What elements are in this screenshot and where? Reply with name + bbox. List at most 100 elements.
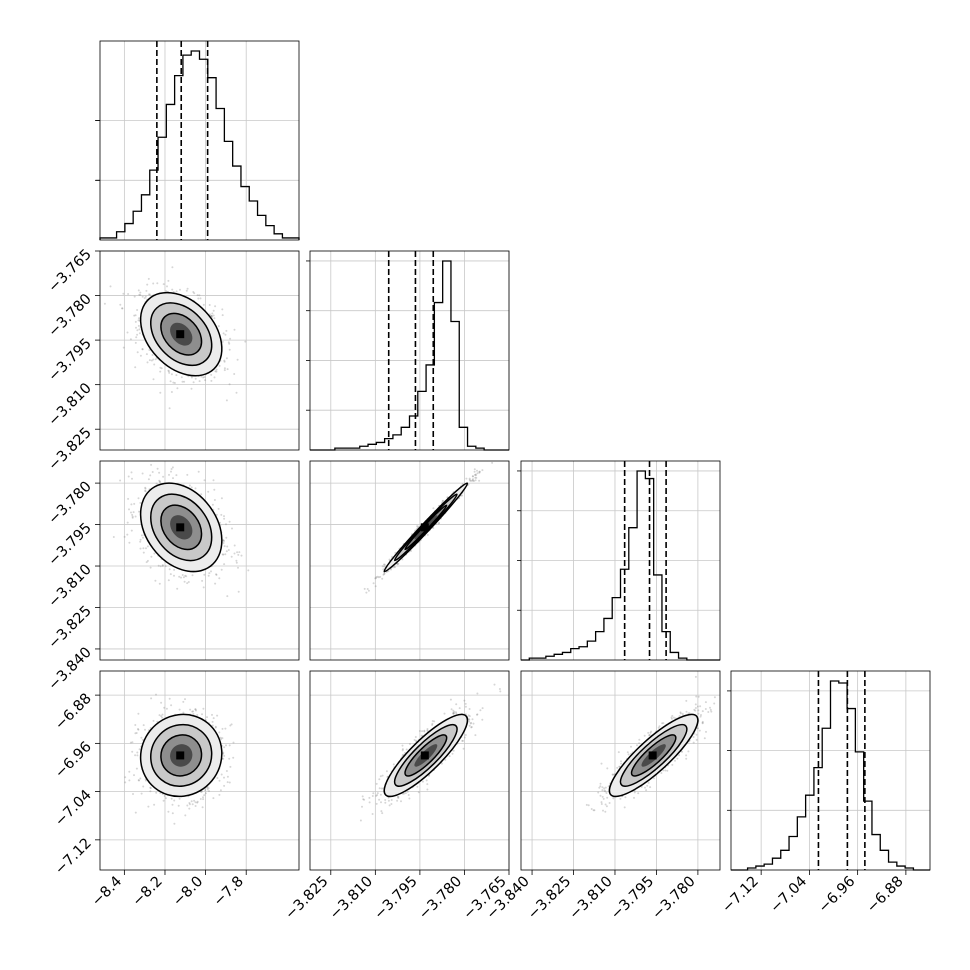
- sample-point: [212, 797, 215, 800]
- sample-point: [168, 407, 171, 410]
- sample-point: [135, 732, 138, 734]
- sample-point: [238, 551, 241, 554]
- scatter-panel-2-0: [99, 460, 300, 661]
- sample-point: [379, 793, 382, 796]
- sample-point: [167, 810, 170, 813]
- sample-point: [381, 565, 384, 568]
- sample-point: [141, 348, 144, 351]
- sample-point: [183, 380, 186, 383]
- sample-point: [223, 540, 225, 542]
- sample-point: [133, 502, 136, 505]
- sample-point: [136, 309, 139, 311]
- sample-point: [437, 522, 440, 525]
- histogram-panel-1: [306, 250, 510, 451]
- sample-point: [134, 366, 137, 369]
- sample-point: [374, 577, 377, 580]
- sample-point: [202, 376, 205, 379]
- density-contour-2: [160, 734, 203, 777]
- sample-point: [431, 722, 434, 725]
- sample-point: [188, 807, 191, 810]
- sample-point: [214, 582, 217, 585]
- sample-point: [194, 708, 197, 711]
- sample-point: [208, 790, 210, 793]
- sample-point: [476, 692, 479, 695]
- sample-point: [462, 747, 465, 750]
- histogram-1-frame: [309, 250, 510, 451]
- sample-point: [202, 303, 205, 306]
- sample-point: [218, 731, 221, 734]
- sample-point: [463, 699, 466, 702]
- sample-point: [170, 373, 173, 376]
- sample-point: [144, 489, 147, 492]
- sample-point: [227, 341, 230, 344]
- sample-point: [145, 289, 148, 292]
- sample-point: [142, 724, 145, 727]
- sample-point: [218, 779, 221, 782]
- sample-point: [440, 762, 443, 765]
- sample-point: [381, 812, 384, 815]
- sample-point: [142, 551, 145, 554]
- sample-point: [182, 576, 185, 579]
- sample-point: [219, 789, 222, 792]
- sample-point: [379, 575, 382, 578]
- sample-point: [180, 576, 182, 579]
- histogram-0-frame: [99, 40, 300, 241]
- sample-point: [149, 787, 152, 790]
- sample-point: [172, 381, 175, 384]
- sample-point: [211, 724, 214, 727]
- density-peak: [176, 523, 185, 532]
- sample-point: [124, 781, 127, 784]
- sample-point: [224, 727, 227, 730]
- density-contour-2: [160, 504, 203, 551]
- sample-point: [153, 803, 156, 806]
- sample-point: [202, 796, 204, 799]
- sample-point: [161, 713, 164, 716]
- sample-point: [206, 786, 209, 789]
- sample-point: [220, 513, 223, 516]
- sample-point: [473, 473, 476, 476]
- sample-point: [149, 474, 152, 477]
- sample-point: [196, 801, 199, 804]
- sample-point: [469, 479, 472, 482]
- sample-point: [213, 499, 216, 501]
- sample-point: [139, 777, 142, 780]
- sample-point: [225, 523, 227, 526]
- sample-point: [221, 308, 224, 311]
- sample-point: [136, 754, 139, 757]
- scatter-content-1-0: [103, 266, 247, 410]
- sample-point: [474, 476, 477, 479]
- sample-point: [472, 722, 475, 725]
- sample-point: [198, 294, 201, 297]
- sample-point: [375, 794, 378, 797]
- sample-point: [194, 801, 197, 804]
- sample-point: [438, 521, 441, 524]
- sample-point: [182, 700, 185, 703]
- sample-point: [140, 534, 143, 537]
- sample-point: [408, 797, 411, 800]
- sample-point: [136, 329, 139, 332]
- sample-point: [473, 480, 475, 482]
- sample-point: [136, 333, 139, 336]
- sample-point: [225, 329, 228, 332]
- sample-point: [134, 732, 137, 735]
- sample-point: [176, 387, 179, 390]
- sample-point: [139, 354, 142, 357]
- histogram-panel-3: [727, 670, 931, 871]
- sample-point: [137, 289, 140, 292]
- scatter-panel-2-1: [309, 460, 510, 661]
- sample-point: [444, 758, 447, 761]
- sample-point: [471, 479, 474, 482]
- sample-point: [432, 507, 435, 510]
- sample-point: [426, 533, 429, 536]
- sample-point: [200, 790, 203, 793]
- sample-point: [210, 314, 213, 317]
- sample-point: [138, 328, 141, 331]
- sample-point: [471, 475, 474, 478]
- sample-point: [178, 575, 181, 578]
- sample-point: [143, 297, 146, 300]
- density-contour-0: [139, 291, 223, 377]
- sample-point: [138, 748, 141, 751]
- sample-point: [152, 358, 155, 361]
- sample-point: [470, 726, 473, 729]
